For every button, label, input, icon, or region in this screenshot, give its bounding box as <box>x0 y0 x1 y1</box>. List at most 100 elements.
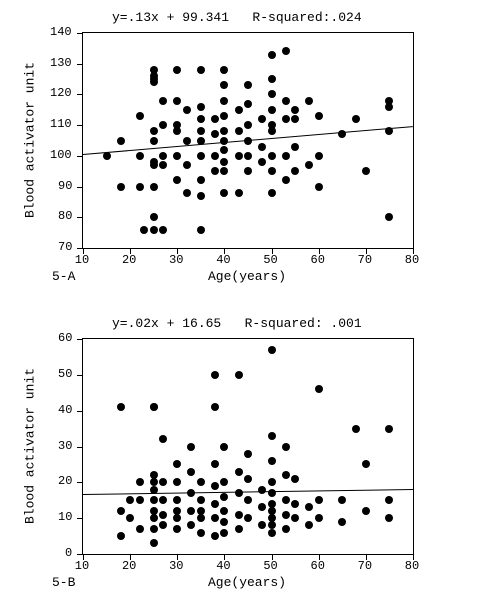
data-point <box>282 496 290 504</box>
data-point <box>183 189 191 197</box>
y-axis-label-A: Blood activator unit <box>23 61 38 217</box>
data-point <box>268 51 276 59</box>
data-point <box>117 137 125 145</box>
data-point <box>258 486 266 494</box>
data-point <box>282 97 290 105</box>
data-point <box>315 514 323 522</box>
data-point <box>235 511 243 519</box>
data-point <box>385 514 393 522</box>
data-point <box>220 507 228 515</box>
data-point <box>220 493 228 501</box>
data-point <box>159 496 167 504</box>
data-point <box>291 115 299 123</box>
data-point <box>150 486 158 494</box>
equation-text-A: y=.13x + 99.341 R-squared:.024 <box>112 10 362 25</box>
data-point <box>282 525 290 533</box>
data-point <box>362 507 370 515</box>
data-point <box>159 97 167 105</box>
data-point <box>258 158 266 166</box>
xtick-label: 50 <box>263 253 277 267</box>
data-point <box>183 106 191 114</box>
data-point <box>173 176 181 184</box>
data-point <box>235 106 243 114</box>
data-point <box>197 115 205 123</box>
data-point <box>197 478 205 486</box>
data-point <box>291 500 299 508</box>
data-point <box>103 152 111 160</box>
data-point <box>136 112 144 120</box>
xtick-label: 70 <box>358 559 372 573</box>
data-point <box>282 471 290 479</box>
data-point <box>291 106 299 114</box>
data-point <box>187 443 195 451</box>
ytick <box>77 94 83 95</box>
data-point <box>235 489 243 497</box>
data-point <box>291 475 299 483</box>
ytick <box>77 248 83 249</box>
data-point <box>244 496 252 504</box>
data-point <box>235 371 243 379</box>
data-point <box>220 529 228 537</box>
data-point <box>173 66 181 74</box>
data-point <box>282 511 290 519</box>
data-point <box>159 226 167 234</box>
data-point <box>268 489 276 497</box>
data-point <box>244 137 252 145</box>
data-point <box>220 167 228 175</box>
data-point <box>258 143 266 151</box>
data-point <box>150 183 158 191</box>
data-point <box>244 475 252 483</box>
data-point <box>136 152 144 160</box>
data-point <box>244 100 252 108</box>
data-point <box>159 152 167 160</box>
data-point <box>150 496 158 504</box>
data-point <box>173 97 181 105</box>
data-point <box>244 167 252 175</box>
data-point <box>268 106 276 114</box>
xtick-label: 70 <box>358 253 372 267</box>
data-point <box>197 514 205 522</box>
data-point <box>150 403 158 411</box>
data-point <box>268 457 276 465</box>
data-point <box>220 158 228 166</box>
xtick-label: 10 <box>75 253 89 267</box>
data-point <box>338 130 346 138</box>
data-point <box>244 450 252 458</box>
data-point <box>173 460 181 468</box>
data-point <box>211 460 219 468</box>
data-point <box>117 532 125 540</box>
ytick <box>77 339 83 340</box>
data-point <box>150 127 158 135</box>
ytick <box>77 217 83 218</box>
data-point <box>197 176 205 184</box>
data-point <box>305 503 313 511</box>
data-point <box>305 97 313 105</box>
data-point <box>197 103 205 111</box>
data-point <box>268 152 276 160</box>
data-point <box>268 167 276 175</box>
data-point <box>140 226 148 234</box>
data-point <box>338 518 346 526</box>
data-point <box>282 176 290 184</box>
data-point <box>126 496 134 504</box>
data-point <box>197 127 205 135</box>
data-point <box>173 152 181 160</box>
data-point <box>315 183 323 191</box>
data-point <box>150 78 158 86</box>
data-point <box>117 507 125 515</box>
data-point <box>197 152 205 160</box>
xtick-label: 40 <box>216 253 230 267</box>
data-point <box>211 500 219 508</box>
data-point <box>220 66 228 74</box>
data-point <box>268 529 276 537</box>
data-point <box>173 525 181 533</box>
data-point <box>268 90 276 98</box>
data-point <box>159 521 167 529</box>
data-point <box>159 511 167 519</box>
data-point <box>244 152 252 160</box>
data-point <box>305 161 313 169</box>
ytick <box>77 482 83 483</box>
xtick-label: 20 <box>122 253 136 267</box>
plot-area-A <box>82 32 414 249</box>
data-point <box>291 514 299 522</box>
